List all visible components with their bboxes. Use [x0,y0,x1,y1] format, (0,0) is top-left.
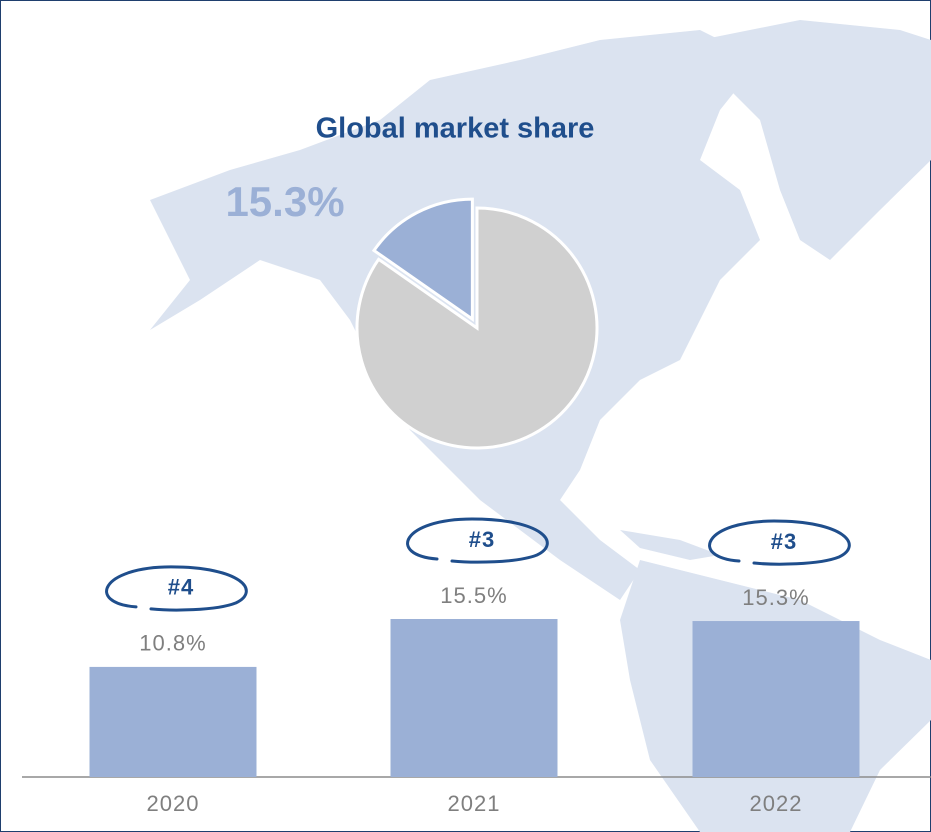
rank-circle [105,565,248,612]
x-tick-label: 2020 [147,791,200,816]
pie-slice [355,206,599,450]
x-tick-label: 2022 [750,791,803,816]
bar [89,666,257,777]
chart-title: Global market share [316,113,595,145]
rank-circle [708,519,851,566]
pie-value-label: 15.3% [225,178,344,225]
rank-label: #3 [469,527,495,552]
value-label: 10.8% [139,631,206,656]
x-tick-label: 2021 [448,791,501,816]
rank-label: #4 [168,575,194,600]
rank-circle [406,517,549,564]
pie-slice [371,197,474,323]
bar [692,621,860,777]
value-label: 15.5% [440,583,507,608]
value-label: 15.3% [742,585,809,610]
bar [390,619,558,777]
rank-label: #3 [771,529,797,554]
